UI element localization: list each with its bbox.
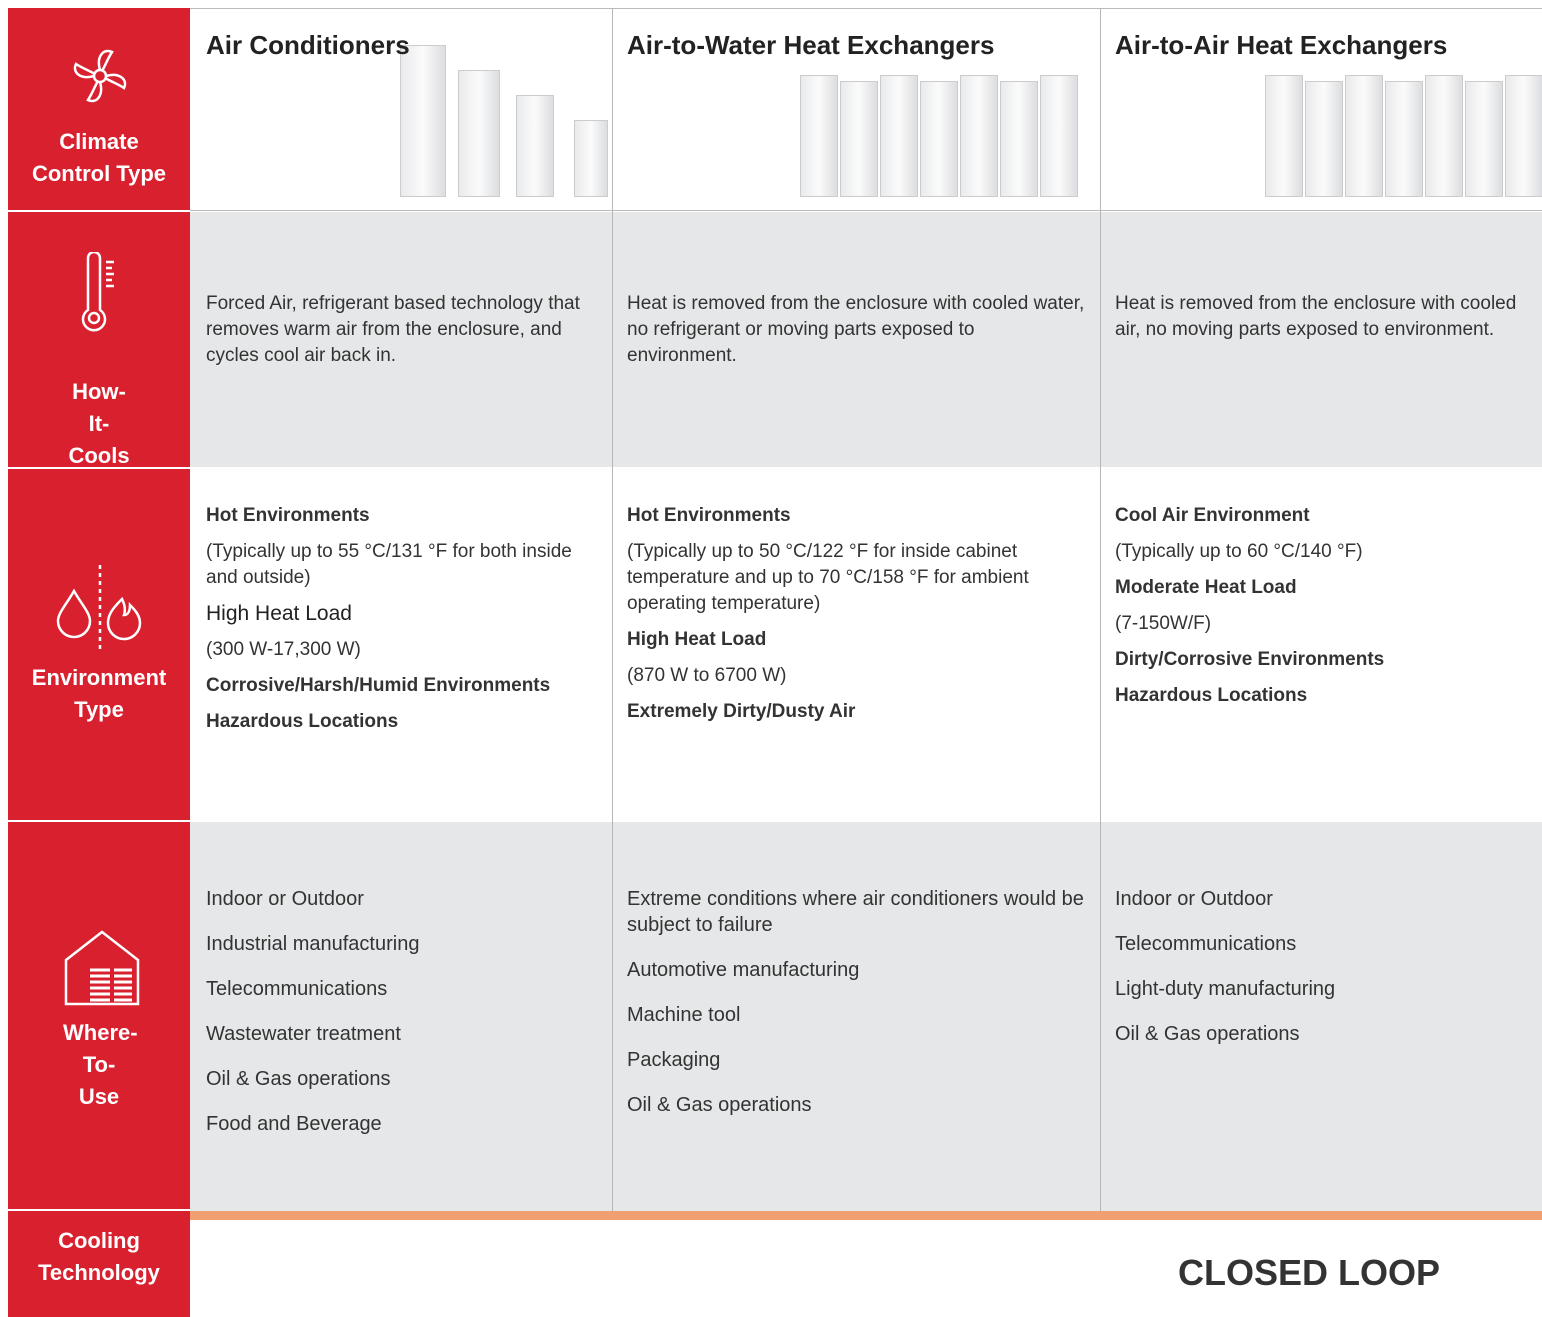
environment-heading: Moderate Heat Load (1115, 577, 1297, 598)
row-header-cell: Climate Control Type (8, 8, 190, 210)
where-to-use-item: Telecommunications (1115, 933, 1297, 955)
environment-icon (56, 565, 142, 651)
where-to-use-item: Food and Beverage (206, 1113, 382, 1135)
where-to-use-list: Indoor or Outdoor Industrial manufacturin… (206, 886, 596, 1156)
environment-item: Extremely Dirty/Dusty Air (627, 699, 1087, 725)
row-header: How-It-Cools (68, 379, 130, 468)
product-image (880, 75, 918, 197)
environment-item: Hot Environments (Typically up to 50 °C/1… (627, 503, 1087, 617)
product-image (1385, 81, 1423, 197)
product-image (800, 75, 838, 197)
environment-item: Corrosive/Harsh/Humid Environments (206, 673, 596, 699)
row-header-cell: Where-To-Use (8, 822, 190, 1209)
environment-item: Hazardous Locations (1115, 683, 1525, 709)
product-image (574, 120, 608, 197)
row-header: Climate Control Type (31, 129, 167, 186)
environment-heading: Hazardous Locations (206, 711, 399, 732)
where-to-use-item: Telecommunications (206, 978, 388, 1000)
column-title: Air Conditioners (206, 30, 410, 60)
where-to-use-item: Automotive manufacturing (627, 959, 860, 981)
fan-icon (73, 49, 127, 103)
top-border (8, 8, 1542, 9)
orange-bar (190, 1211, 1542, 1220)
row-bg (190, 822, 1542, 1211)
product-image (516, 95, 554, 197)
product-image (960, 75, 998, 197)
thermometer-icon (81, 252, 114, 332)
cooling-technology: CLOSED LOOP (1178, 1252, 1441, 1293)
environment-item: Hazardous Locations (206, 709, 596, 735)
environment-item: Dirty/Corrosive Environments (1115, 647, 1525, 673)
environment-detail: (Typically up to 50 °C/122 °F for inside… (627, 541, 1029, 614)
column-title: Air-to-Water Heat Exchangers (627, 30, 995, 60)
product-image (1465, 81, 1503, 197)
product-image (458, 70, 500, 197)
product-image (1265, 75, 1303, 197)
environment-heading: Dirty/Corrosive Environments (1115, 649, 1385, 670)
row-header-cell: How-It-Cools (8, 212, 190, 468)
where-to-use-item: Packaging (627, 1049, 721, 1071)
divider (1100, 8, 1101, 1211)
environment-heading: Cool Air Environment (1115, 505, 1310, 526)
environment-heading: High Heat Load (206, 602, 352, 625)
environment-item: High Heat Load (300 W-17,300 W) (206, 601, 596, 663)
where-to-use-item: Oil & Gas operations (627, 1094, 812, 1116)
description: Heat is removed from the enclosure with … (1115, 293, 1517, 340)
product-image (400, 45, 446, 197)
building-icon (64, 930, 140, 1006)
environment-detail: (Typically up to 55 °C/131 °F for both i… (206, 541, 572, 588)
row-header: Where-To-Use (63, 1020, 138, 1109)
product-image (1345, 75, 1383, 197)
product-image (1000, 81, 1038, 197)
environment-item: High Heat Load (870 W to 6700 W) (627, 627, 1087, 689)
environment-heading: High Heat Load (627, 629, 767, 650)
environment-heading: Hot Environments (206, 505, 370, 526)
environment-detail: (300 W-17,300 W) (206, 639, 361, 660)
row-header: Environment Type (31, 665, 167, 722)
divider (190, 210, 1542, 211)
description: Forced Air, refrigerant based technology… (206, 293, 580, 366)
environment-heading: Corrosive/Harsh/Humid Environments (206, 675, 551, 696)
where-to-use-list: Indoor or Outdoor Telecommunications Light… (1115, 886, 1525, 1066)
product-image (920, 81, 958, 197)
where-to-use-item: Indoor or Outdoor (1115, 888, 1273, 910)
environment-heading: Extremely Dirty/Dusty Air (627, 701, 856, 722)
product-image (840, 81, 878, 197)
product-image (1505, 75, 1542, 197)
where-to-use-item: Industrial manufacturing (206, 933, 420, 955)
where-to-use-item: Wastewater treatment (206, 1023, 401, 1045)
environment-heading: Hazardous Locations (1115, 685, 1308, 706)
environment-item: Moderate Heat Load (7-150W/F) (1115, 575, 1525, 637)
where-to-use-item: Oil & Gas operations (1115, 1023, 1300, 1045)
environment-list: Hot Environments (Typically up to 50 °C/1… (627, 503, 1087, 735)
environment-item: Hot Environments (Typically up to 55 °C/1… (206, 503, 596, 591)
where-to-use-item: Oil & Gas operations (206, 1068, 391, 1090)
where-to-use-item: Machine tool (627, 1004, 741, 1026)
environment-list: Cool Air Environment (Typically up to 60 … (1115, 503, 1525, 719)
row-header: Cooling Technology (38, 1228, 160, 1285)
environment-item: Cool Air Environment (Typically up to 60 … (1115, 503, 1525, 565)
where-to-use-list: Extreme conditions where air conditioner… (627, 886, 1087, 1137)
description: Heat is removed from the enclosure with … (627, 293, 1085, 366)
row-header-cell: Cooling Technology (8, 1211, 190, 1317)
environment-heading: Hot Environments (627, 505, 791, 526)
environment-detail: (Typically up to 60 °C/140 °F) (1115, 541, 1363, 562)
row-bg (190, 212, 1542, 467)
environment-detail: (870 W to 6700 W) (627, 665, 787, 686)
where-to-use-item: Extreme conditions where air conditioner… (627, 888, 1084, 936)
product-image (1305, 81, 1343, 197)
product-image (1425, 75, 1463, 197)
divider (612, 8, 613, 1211)
environment-detail: (7-150W/F) (1115, 613, 1212, 634)
environment-list: Hot Environments (Typically up to 55 °C/1… (206, 503, 596, 745)
where-to-use-item: Indoor or Outdoor (206, 888, 364, 910)
row-header-cell: Environment Type (8, 469, 190, 820)
product-image (1040, 75, 1078, 197)
where-to-use-item: Light-duty manufacturing (1115, 978, 1336, 1000)
column-title: Air-to-Air Heat Exchangers (1115, 30, 1448, 60)
